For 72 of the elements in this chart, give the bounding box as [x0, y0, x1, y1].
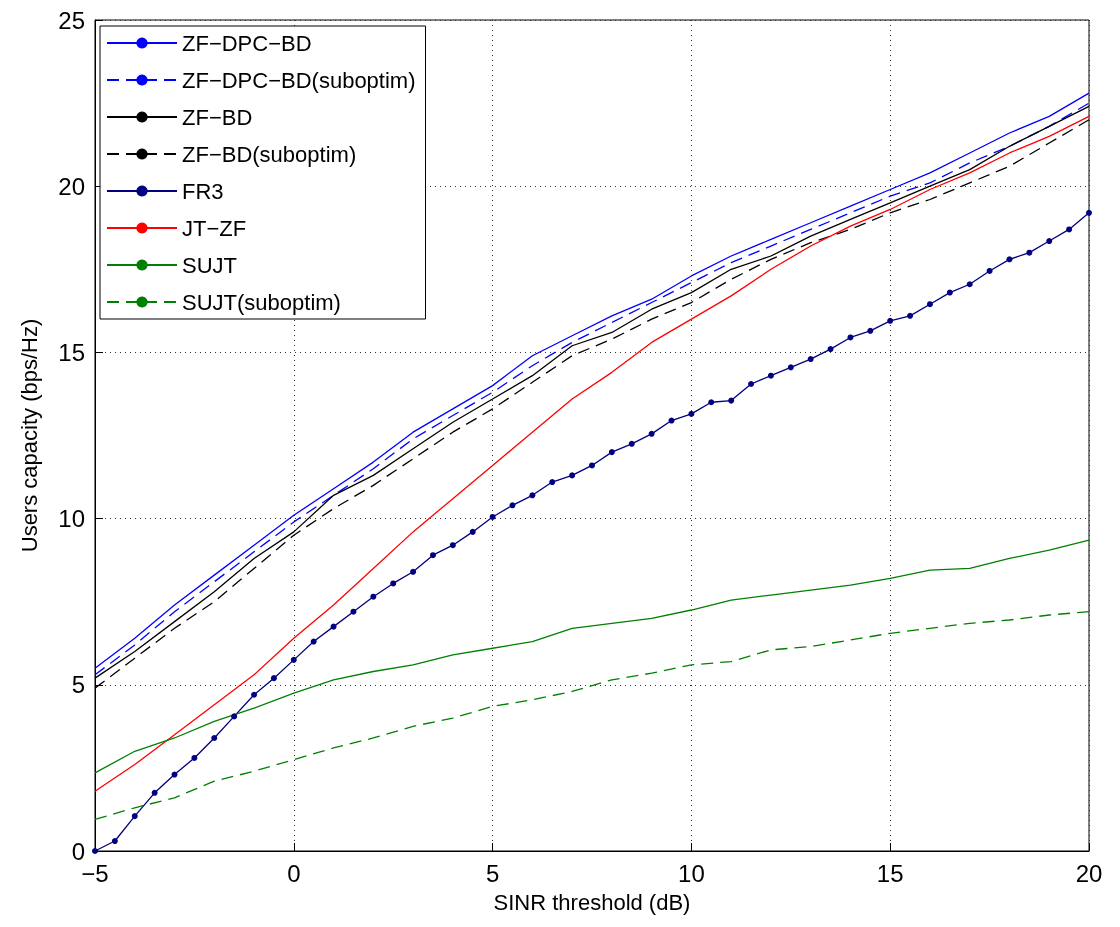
- point: [251, 691, 258, 698]
- legend-label: ZF−DPC−BD(suboptim): [182, 67, 416, 93]
- point: [986, 267, 993, 274]
- point: [390, 580, 397, 587]
- y-tick-label: 10: [58, 505, 85, 533]
- x-tick-label: 0: [287, 859, 301, 887]
- point: [270, 675, 277, 682]
- point: [827, 346, 834, 353]
- point: [807, 356, 814, 363]
- point: [429, 552, 436, 559]
- point: [151, 789, 158, 796]
- point: [608, 449, 615, 456]
- point: [1046, 238, 1053, 245]
- point: [92, 848, 98, 854]
- point: [787, 364, 794, 371]
- y-tick-label: 5: [71, 671, 85, 699]
- point: [449, 542, 456, 549]
- point: [410, 568, 417, 575]
- legend-label: ZF−BD(suboptim): [182, 141, 357, 167]
- y-axis-title: Users capacity (bps/Hz): [16, 318, 42, 553]
- x-tick-label: 20: [1075, 859, 1103, 887]
- point: [1026, 249, 1033, 256]
- point: [668, 417, 675, 424]
- point: [509, 502, 516, 509]
- point: [867, 327, 874, 334]
- point: [728, 397, 735, 404]
- point: [628, 440, 635, 447]
- legend-label: ZF−BD: [182, 104, 253, 130]
- point: [767, 372, 774, 379]
- point: [708, 399, 715, 406]
- point: [946, 289, 953, 296]
- point: [549, 479, 556, 486]
- x-axis-title: SINR threshold (dB): [493, 889, 691, 915]
- legend-label: ZF−DPC−BD: [182, 30, 312, 56]
- x-tick-label: 10: [678, 859, 705, 887]
- point: [131, 813, 138, 820]
- point: [748, 380, 755, 387]
- point: [1086, 209, 1092, 216]
- line-series: [94, 611, 1090, 821]
- point: [330, 623, 337, 630]
- point: [370, 593, 377, 600]
- x-tick-label: 15: [876, 859, 904, 887]
- point: [489, 513, 496, 520]
- point: [907, 312, 914, 319]
- point: [926, 301, 933, 308]
- point: [966, 281, 973, 288]
- y-tick-label: 15: [58, 338, 85, 366]
- point: [290, 656, 297, 663]
- point: [1066, 226, 1073, 233]
- point: [310, 638, 317, 645]
- legend-label: FR3: [182, 178, 224, 204]
- point: [350, 608, 357, 615]
- point: [569, 472, 576, 479]
- point: [231, 713, 238, 720]
- point: [191, 754, 198, 761]
- legend-label: SUJT(suboptim): [182, 289, 341, 315]
- point: [589, 462, 595, 469]
- point: [688, 410, 695, 417]
- legend-label: JT−ZF: [182, 215, 247, 241]
- point: [887, 317, 894, 324]
- point: [847, 334, 854, 341]
- y-tick-label: 20: [58, 172, 85, 200]
- legend-label: SUJT: [182, 252, 237, 278]
- point: [529, 492, 536, 499]
- line-series: [94, 539, 1090, 774]
- point: [648, 430, 655, 437]
- point: [111, 838, 118, 845]
- point: [211, 734, 218, 741]
- point: [171, 771, 178, 778]
- y-tick-label: 25: [58, 6, 85, 34]
- point: [469, 528, 476, 535]
- x-tick-label: 5: [485, 859, 500, 887]
